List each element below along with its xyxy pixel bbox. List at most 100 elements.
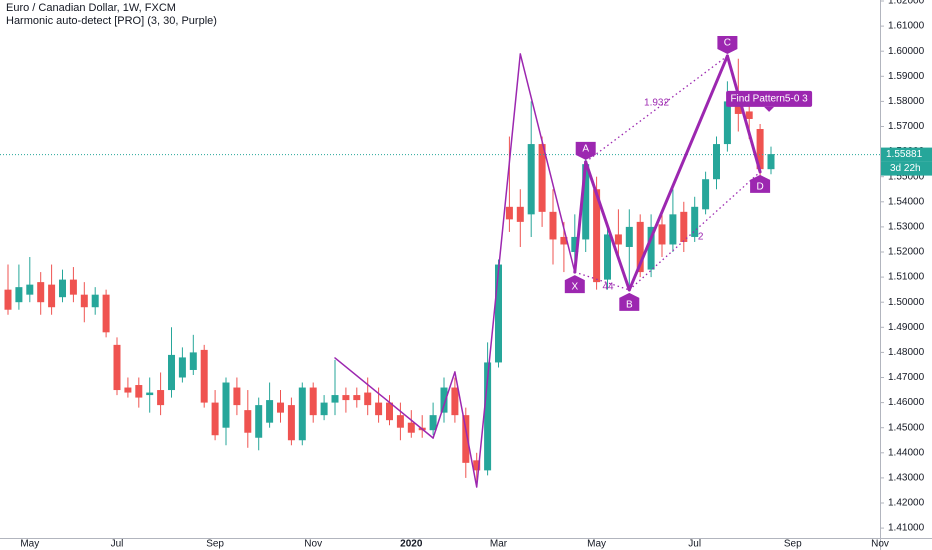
candle-body [495,264,502,363]
candle-body [484,362,492,471]
y-tick-label: 1.55000 [888,171,925,182]
candle-body [538,144,546,212]
ratio-label: 2 [698,232,704,243]
y-tick-label: 1.44000 [888,447,925,458]
pattern-leg [334,357,434,439]
candle-body [571,236,579,252]
candle-body [91,294,99,308]
y-tick-label: 1.41000 [888,523,925,534]
candle-body [386,402,393,421]
ratio-label: 44 [602,282,614,293]
y-tick-label: 1.42000 [888,498,925,509]
y-tick-label: 1.58000 [888,96,925,107]
candle-body [15,287,23,303]
candle-body [309,387,317,416]
candle-body [473,460,481,471]
y-tick-label: 1.61000 [888,21,925,32]
chart-title: Euro / Canadian Dollar, 1W, FXCM [6,2,176,14]
x-tick-label: 2020 [400,539,423,550]
candle-body [255,405,263,438]
candle-body [69,279,77,295]
candle-body [26,284,34,295]
y-tick-label: 1.46000 [888,397,925,408]
candle-body [604,234,611,280]
candle-body [4,289,12,310]
point-label: C [724,38,731,49]
candle-body [593,189,601,283]
candle-body [146,392,154,396]
price-axis-bg [880,0,932,550]
candle-body [233,387,241,406]
candle-body [200,349,208,403]
candle-body [298,387,306,441]
candle-body [516,206,524,222]
candle-body [266,400,274,423]
candle-body [549,211,557,240]
candle-body [178,357,186,378]
candle-body [505,206,513,220]
candle-body [353,395,361,401]
y-tick-label: 1.62000 [888,0,925,7]
candle-body [614,234,622,245]
point-label: D [756,182,763,193]
candle-body [135,385,143,398]
candle-body [702,179,710,210]
axes: 1.41000 1.42000 1.43000 1.44000 1.45000 1.460… [20,0,932,550]
candle-body [157,390,165,406]
last-price-box [881,147,932,162]
point-marker [575,141,596,160]
pattern-name-pointer [764,106,775,112]
x-tick-label: Jul [111,539,124,550]
candle-body [407,422,415,433]
y-tick-label: 1.53000 [888,222,925,233]
pattern-leg [432,371,456,439]
candle-body [745,111,753,119]
candle-body [527,144,535,215]
candle-body [767,154,775,170]
pattern-leg [454,371,478,488]
y-tick-label: 1.57000 [888,121,925,132]
y-tick-label: 1.43000 [888,473,925,484]
y-tick-label: 1.45000 [888,422,925,433]
point-label: B [626,300,633,311]
candle-body [342,395,350,401]
candle-body [48,284,56,308]
candle-body [429,415,437,431]
y-tick-label: 1.50000 [888,297,925,308]
candle-body [691,206,699,237]
candle-body [211,402,219,436]
candle-body [277,402,284,413]
countdown-box [881,161,932,176]
y-tick-label: 1.51000 [888,272,925,283]
x-tick-label: Sep [206,539,224,550]
countdown-label: 3d 22h [890,163,921,174]
ratio-line [574,271,630,291]
x-tick-label: May [20,539,39,550]
point-marker [564,275,585,294]
candle-body [669,214,677,245]
candle-body [658,224,666,245]
candle-body [756,129,764,170]
x-tick-label: Jul [688,539,701,550]
y-tick-label: 1.60000 [888,46,925,57]
y-tick-label: 1.54000 [888,196,925,207]
candle-body [625,226,633,247]
candle-body [582,164,590,240]
x-tick-label: Nov [871,539,889,550]
candle-body [396,415,404,428]
candle-body [102,294,110,333]
candle-body [636,221,644,273]
point-marker [619,292,640,311]
candle-body [647,226,655,270]
point-marker [717,35,738,54]
candle-body [244,410,252,433]
candle-body [440,387,448,413]
pattern-leg [584,160,631,292]
pattern-leg [475,53,522,488]
candle-body [680,211,688,242]
candle-body [462,415,470,463]
time-axis-bg [0,538,880,550]
candle-body [723,101,731,145]
